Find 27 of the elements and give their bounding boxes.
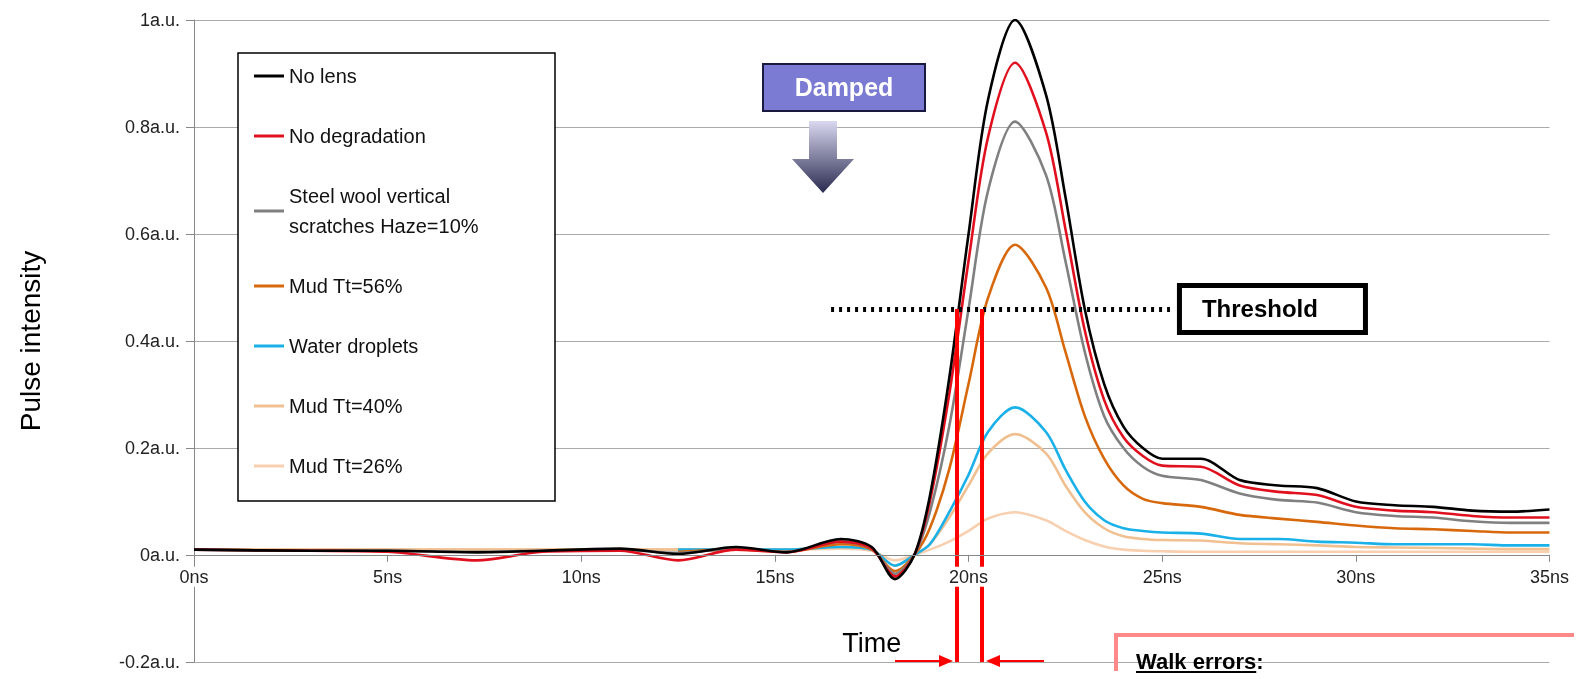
legend-label: Mud Tt=26% (289, 455, 403, 477)
y-axis-title: Pulse intensity (14, 250, 46, 432)
legend-label: No degradation (289, 125, 426, 147)
x-tick-label: 15ns (755, 566, 795, 587)
legend-label: Steel wool vertical scratches Haze=10% (289, 185, 479, 237)
legend-label: No lens (289, 65, 357, 87)
y-tick-label: 0.2a.u. (124, 438, 180, 458)
legend-label: Mud Tt=40% (289, 395, 403, 417)
x-tick-label: 10ns (561, 566, 601, 587)
ref-line-label: Threshold (1201, 295, 1318, 323)
legend-label: Mud Tt=56% (289, 275, 403, 297)
y-tick-label: 1a.u. (139, 10, 180, 30)
annotation: Walk errors: (1114, 633, 1574, 674)
y-tick-label: 0a.u. (139, 545, 180, 565)
y-tick-label: -0.2a.u. (118, 652, 180, 672)
y-tick-label: 0.6a.u. (124, 224, 180, 244)
x-tick-label: 35ns (1529, 566, 1570, 587)
x-axis-title: Time (842, 628, 902, 659)
x-tick-label: 25ns (1142, 566, 1182, 587)
x-tick-label: 5ns (373, 566, 403, 587)
y-tick-label: 0.4a.u. (124, 331, 180, 351)
legend-label: Water droplets (289, 335, 419, 357)
x-tick-label: 0ns (179, 566, 209, 587)
y-tick-label: 0.8a.u. (124, 117, 180, 137)
x-tick-label: 30ns (1336, 566, 1376, 587)
annotation: Damped (762, 63, 926, 112)
x-tick-label: 20ns (949, 566, 989, 587)
